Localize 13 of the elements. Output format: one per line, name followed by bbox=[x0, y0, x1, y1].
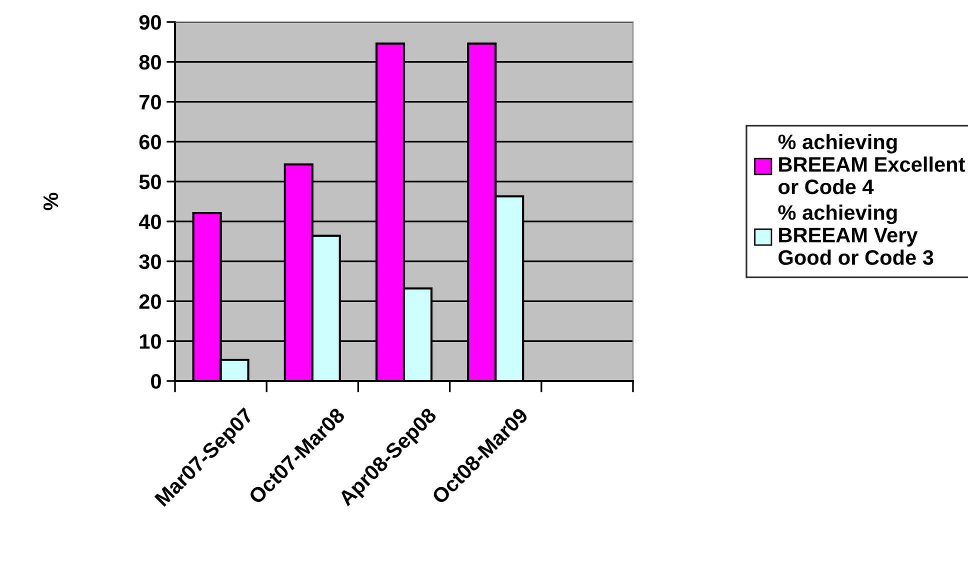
y-tick-label: 70 bbox=[140, 94, 161, 110]
y-tick-label: 0 bbox=[151, 374, 161, 389]
y-tick-label: 10 bbox=[140, 334, 161, 349]
y-tick-label: 80 bbox=[139, 54, 161, 70]
legend-label: % achieving BREEAM Excellent or Code 4 bbox=[778, 134, 966, 194]
y-tick-label: 90 bbox=[139, 15, 161, 30]
y-tick-label: 20 bbox=[139, 294, 161, 309]
y-tick-label: 30 bbox=[139, 254, 161, 270]
y-axis-title: % bbox=[43, 192, 58, 210]
y-tick-label: 50 bbox=[139, 174, 161, 190]
y-tick-label: 60 bbox=[139, 134, 161, 150]
legend-label: % achieving BREEAM Very Good or Code 3 bbox=[778, 204, 934, 265]
y-tick-label: 40 bbox=[138, 214, 161, 230]
